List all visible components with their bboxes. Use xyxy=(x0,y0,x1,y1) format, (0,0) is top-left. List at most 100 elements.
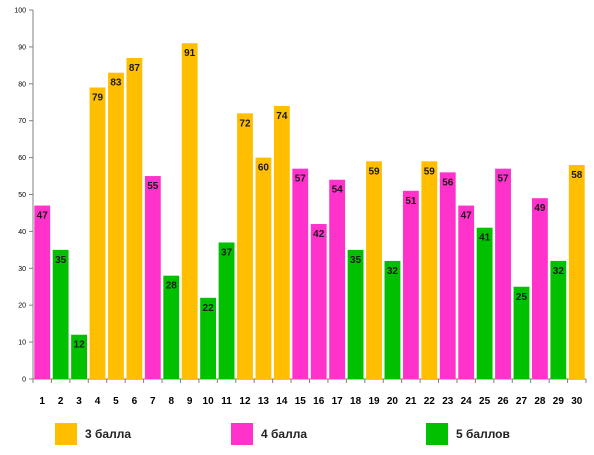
data-label: 35 xyxy=(55,255,67,266)
x-tick-label: 6 xyxy=(132,396,138,407)
x-tick-label: 2 xyxy=(58,396,64,407)
bar-chart: 0 10 20 30 40 50 60 70 80 90 100 47 1 35 2 12 3 79 4 83 5 87 6… xyxy=(14,8,587,407)
x-tick-label: 14 xyxy=(276,396,288,407)
bar xyxy=(200,297,217,379)
data-label: 87 xyxy=(129,63,141,74)
y-tick-label: 10 xyxy=(18,340,26,347)
bar xyxy=(550,260,567,379)
y-tick-label: 50 xyxy=(18,192,26,199)
data-label: 91 xyxy=(184,48,196,59)
x-tick-label: 9 xyxy=(187,396,193,407)
bar xyxy=(71,334,88,379)
y-tick-label: 20 xyxy=(18,303,26,310)
bar xyxy=(89,87,106,380)
x-tick-label: 28 xyxy=(534,396,546,407)
bar xyxy=(384,260,401,379)
bar xyxy=(329,179,346,379)
x-tick-label: 5 xyxy=(113,396,119,407)
legend-item-5: 5 баллов xyxy=(426,422,510,446)
data-label: 41 xyxy=(479,233,491,244)
x-tick-label: 8 xyxy=(168,396,174,407)
x-tick-label: 10 xyxy=(203,396,215,407)
bar xyxy=(255,157,272,379)
x-tick-label: 11 xyxy=(221,396,232,407)
x-tick-label: 24 xyxy=(461,396,473,407)
data-label: 79 xyxy=(92,92,104,103)
data-label: 57 xyxy=(497,174,509,185)
data-label: 47 xyxy=(461,211,473,222)
x-tick-label: 13 xyxy=(258,396,270,407)
x-tick-label: 3 xyxy=(76,396,82,407)
y-tick-label: 100 xyxy=(14,8,26,15)
data-label: 59 xyxy=(368,166,380,177)
data-label: 56 xyxy=(442,177,454,188)
bar xyxy=(513,286,530,379)
y-tick-label: 80 xyxy=(18,81,26,88)
x-tick-label: 4 xyxy=(95,396,101,407)
bar xyxy=(421,161,438,379)
data-label: 60 xyxy=(258,163,270,174)
bar xyxy=(310,224,327,379)
x-tick-label: 22 xyxy=(424,396,436,407)
legend-item-4: 4 балла xyxy=(231,422,307,446)
bar xyxy=(439,172,456,379)
data-label: 32 xyxy=(387,266,399,277)
legend-label-4: 4 балла xyxy=(261,427,308,441)
bar xyxy=(568,164,585,379)
x-tick-label: 21 xyxy=(405,396,417,407)
data-label: 25 xyxy=(516,292,528,303)
x-tick-label: 19 xyxy=(368,396,380,407)
data-label: 32 xyxy=(553,266,565,277)
data-label: 55 xyxy=(147,181,159,192)
x-tick-label: 30 xyxy=(571,396,583,407)
data-label: 22 xyxy=(203,303,215,314)
data-label: 12 xyxy=(74,340,86,351)
data-label: 83 xyxy=(110,78,122,89)
legend: 3 балла 4 балла 5 баллов xyxy=(0,420,594,450)
bar xyxy=(108,72,124,379)
data-label: 37 xyxy=(221,247,233,258)
x-tick-label: 12 xyxy=(239,396,251,407)
legend-swatch-5 xyxy=(426,423,448,445)
bar xyxy=(52,249,69,379)
bar xyxy=(347,249,364,379)
bar xyxy=(237,113,253,379)
bar xyxy=(218,242,235,379)
legend-swatch-4 xyxy=(231,423,253,445)
x-tick-label: 29 xyxy=(553,396,565,407)
legend-swatch-3 xyxy=(55,423,77,445)
chart-canvas: 0102030405060708090100471352123794835876… xyxy=(14,8,587,407)
x-tick-label: 17 xyxy=(332,396,344,407)
data-label: 51 xyxy=(405,196,417,207)
x-tick-label: 16 xyxy=(313,396,325,407)
data-label: 72 xyxy=(239,118,251,129)
data-label: 54 xyxy=(332,185,344,196)
bar xyxy=(144,176,161,379)
bar xyxy=(181,43,198,380)
y-tick-label: 30 xyxy=(18,266,26,273)
y-tick-label: 60 xyxy=(18,155,26,162)
bar xyxy=(34,205,51,379)
x-tick-label: 23 xyxy=(442,396,454,407)
x-tick-label: 1 xyxy=(39,396,45,407)
bar xyxy=(273,105,290,379)
data-label: 49 xyxy=(534,203,546,214)
legend-item-3: 3 балла xyxy=(55,422,131,446)
bar xyxy=(495,168,511,379)
y-tick-label: 70 xyxy=(18,118,26,125)
bar xyxy=(458,205,475,379)
y-tick-label: 90 xyxy=(18,44,26,51)
bar xyxy=(531,198,548,379)
x-tick-label: 25 xyxy=(479,396,491,407)
bar xyxy=(292,168,309,379)
data-label: 58 xyxy=(571,170,583,181)
data-label: 28 xyxy=(166,281,178,292)
data-label: 47 xyxy=(37,211,49,222)
x-tick-label: 15 xyxy=(295,396,307,407)
data-label: 59 xyxy=(424,166,436,177)
x-tick-label: 7 xyxy=(150,396,156,407)
x-tick-label: 18 xyxy=(350,396,362,407)
bar xyxy=(476,227,493,379)
y-tick-label: 40 xyxy=(18,229,26,236)
bar xyxy=(126,57,143,379)
